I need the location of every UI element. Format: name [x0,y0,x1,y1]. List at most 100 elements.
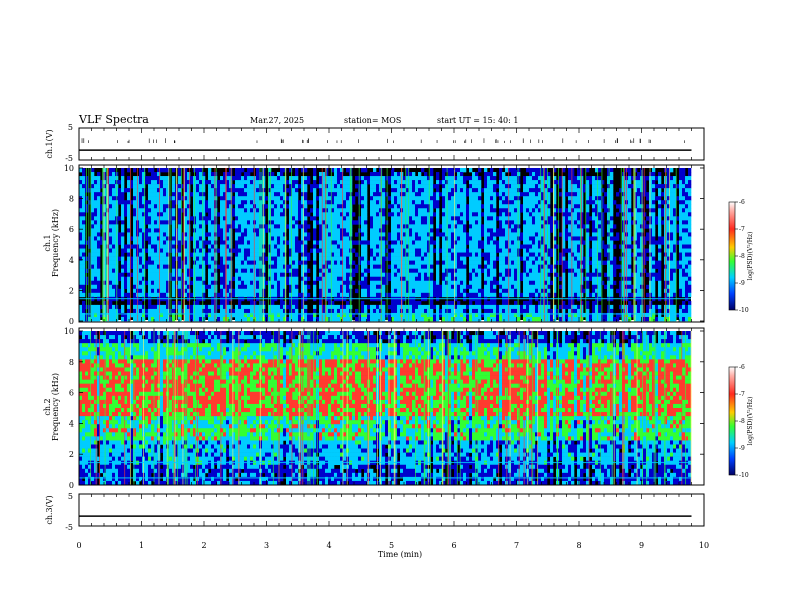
spectrogram-streak [232,331,234,485]
spectrogram-ytick-label: 6 [69,389,74,398]
colorbar-tick-label: -9 [739,445,745,452]
spectrogram-streak [159,168,161,321]
spectrogram-streak [509,331,511,485]
spectrogram-streak [220,331,222,485]
spectrogram-streak [608,168,610,321]
colorbar-tick-label: -10 [739,307,749,314]
spectrogram-streak [641,168,643,321]
spectrogram-streak [291,331,293,485]
spectrogram-streak [259,331,261,485]
spectrogram-streak [675,168,677,321]
spectrogram-streak [103,168,105,321]
ch2-spectrogram-ylabel-frequency: Frequency (kHz) [51,373,60,441]
ch1-colorbar-label: log(PSD)(V²/Hz) [747,232,754,281]
spectrogram-streak [380,168,382,321]
ch2-spectrogram-ylabel-channel: ch.2 [43,398,52,415]
spectrogram-streak [544,168,545,321]
spectrogram-streak [405,168,407,321]
spectrogram-streak [506,331,508,485]
time-axis-ticks [78,128,705,526]
spectrogram-streak [302,168,304,321]
spectrogram-streak [633,168,635,321]
spectrogram-streak [168,331,169,485]
colorbar-tick-label: -6 [739,199,745,206]
spectrogram-streak [261,168,263,321]
ch1-spectrogram-ylabel-channel: ch.1 [43,234,52,251]
ch1-spectrogram-panel: 0 2 4 6 8 10 ch.1 Frequency (kHz) [43,164,705,326]
spectrogram-streak [170,168,172,321]
spectrogram-streak [95,331,97,485]
spectrogram-ytick-label: 8 [69,195,74,204]
ch3-ytick-bottom: -5 [65,523,73,532]
spectrogram-streak [133,331,135,485]
spectrogram-streak [449,331,451,485]
spectrogram-ytick-label: 6 [69,225,74,234]
spectrogram-streak [446,168,448,321]
spectrogram-streak [184,168,185,321]
spectrogram-streak [230,168,232,321]
spectrogram-streak [130,331,131,485]
spectrogram-streak [681,331,683,485]
spectrogram-streak [285,168,287,321]
spectrogram-streak [158,331,160,485]
spectrogram-streak [388,331,390,485]
spectrogram-streak [298,331,300,485]
ch1-ytick-bottom: -5 [65,154,73,163]
spectrogram-streak [86,168,87,321]
spectrogram-streak [459,331,461,485]
spectrogram-streak [665,168,667,321]
time-axis-tick: 8 [576,541,581,550]
spectrogram-streak [124,331,126,485]
time-axis-tick: 6 [451,541,456,550]
ch2-spectrogram-yticks: 0 2 4 6 8 10 [64,327,704,490]
spectrogram-streak [309,331,311,485]
spectrogram-streak [623,168,624,321]
spectrogram-streak [537,331,539,485]
spectrogram-streak [358,168,360,321]
spectrogram-streak [168,168,170,321]
spectrogram-streak [620,168,622,321]
time-axis-tick: 1 [139,541,144,550]
ch1-spectrogram-image [79,168,692,322]
spectrogram-streak [543,168,545,321]
spectrogram-streak [324,168,326,321]
spectrogram-streak [90,331,91,485]
spectrogram-streak [556,331,558,485]
ch1-waveform-ylabel: ch.1(V) [45,129,54,158]
spectrogram-streak [313,331,315,485]
spectrogram-streak [664,331,666,485]
time-axis-tick: 2 [201,541,206,550]
time-axis-tick-labels: 0 1 2 3 4 5 6 7 8 9 10 [76,541,709,550]
spectrogram-streak [268,168,269,321]
spectrogram-streak [386,168,388,321]
spectrogram-ytick-label: 4 [69,256,74,265]
spectrogram-streak [194,168,195,321]
spectrogram-streak [189,168,191,321]
spectrogram-streak [531,331,533,485]
spectrogram-streak [144,168,145,321]
spectrogram-streak [518,331,520,485]
spectrogram-streak [527,331,529,485]
spectrogram-streak [226,168,227,321]
ch1-waveform-frame [78,127,705,161]
spectrogram-streak [182,331,184,485]
time-axis-tick: 9 [639,541,644,550]
ch1-waveform-spikes [81,138,686,143]
spectrogram-streak [649,168,651,321]
spectrogram-streak [302,331,304,485]
spectrogram-streak [316,331,318,485]
spectrogram-streak [186,331,188,485]
spectrogram-streak [346,331,348,485]
spectrogram-streak [143,331,144,485]
ch2-colorbar-scale [728,366,736,476]
spectrogram-streak [104,331,106,485]
spectrogram-streak [532,331,534,485]
ch1-ytick-top: 5 [68,123,73,132]
spectrogram-streak [430,331,431,485]
spectrogram-streak [588,331,590,485]
ch2-spectrogram-panel: 0 2 4 6 8 10 ch.2 Frequency (kHz) [43,327,705,490]
spectrogram-streak [636,331,638,485]
spectrogram-streak [597,168,599,321]
spectrogram-streak [415,331,416,485]
spectrogram-streak [174,331,175,485]
